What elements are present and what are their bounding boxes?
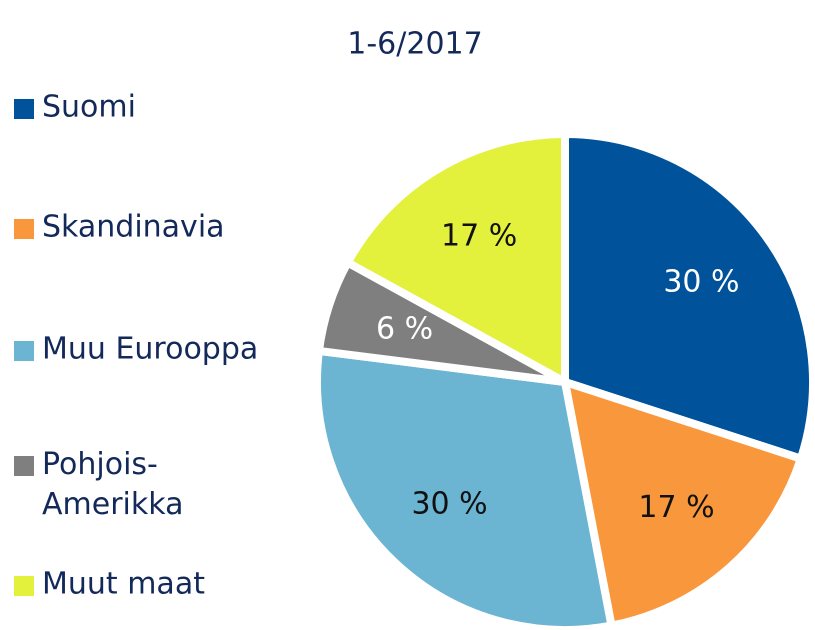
slice-label: 6 % bbox=[376, 311, 433, 346]
legend-swatch bbox=[14, 99, 34, 119]
legend-swatch bbox=[14, 341, 34, 361]
legend-label: Pohjois-Amerikka bbox=[42, 447, 183, 522]
legend-label: Skandinavia bbox=[42, 210, 225, 245]
pie-slice bbox=[342, 129, 569, 389]
legend-swatch bbox=[14, 456, 34, 476]
legend-swatch bbox=[14, 219, 34, 239]
pie-slice bbox=[559, 376, 806, 630]
slice-label: 30 % bbox=[411, 486, 487, 521]
legend-label: Muu Eurooppa bbox=[42, 332, 258, 367]
slice-label: 17 % bbox=[441, 218, 517, 253]
legend-swatch bbox=[14, 576, 34, 596]
pie-slice bbox=[561, 129, 815, 464]
chart-title: 1-6/2017 bbox=[347, 27, 482, 62]
legend-label: Muut maat bbox=[42, 567, 205, 602]
slice-label: 30 % bbox=[663, 264, 739, 299]
slice-label: 17 % bbox=[638, 490, 714, 525]
legend-label: Suomi bbox=[42, 90, 136, 125]
